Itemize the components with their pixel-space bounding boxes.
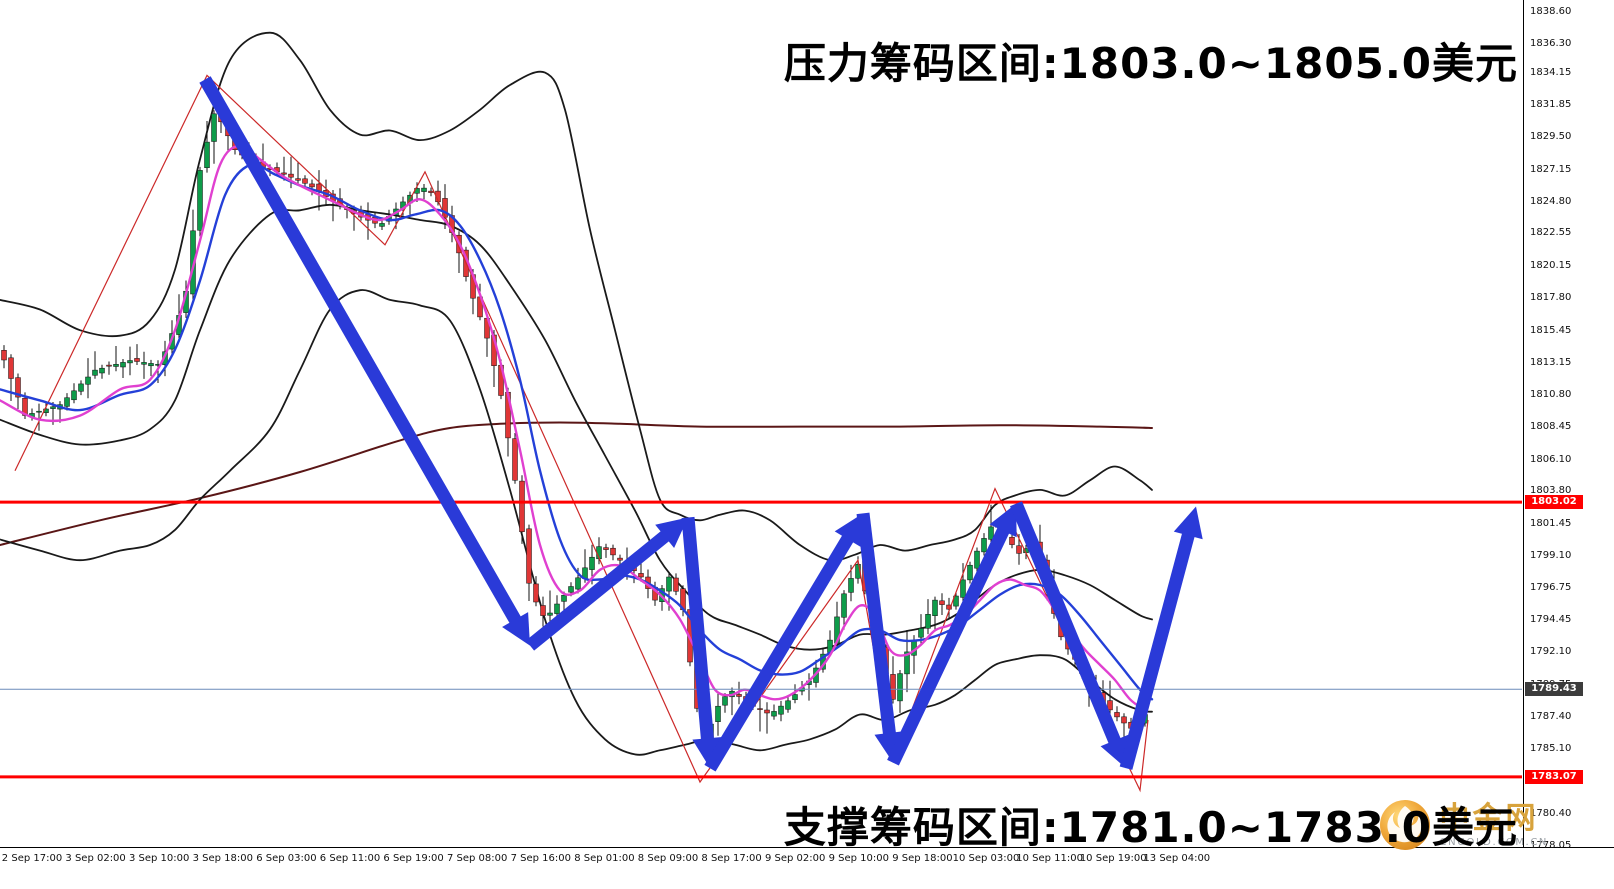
price-axis-label: 1808.45 <box>1530 421 1572 432</box>
price-axis-label: 1792.10 <box>1530 646 1572 657</box>
price-axis-label: 1778.05 <box>1530 840 1572 851</box>
watermark: 中金网 CNGOLD.COM.CN <box>1379 799 1548 851</box>
time-axis-label: 3 Sep 02:00 <box>65 853 126 864</box>
resistance-annotation: 压力筹码区间:1803.0~1805.0美元 <box>783 39 1518 88</box>
price-axis-label: 1836.30 <box>1530 38 1572 49</box>
support-annotation: 支撑筹码区间:1781.0~1783.0美元 <box>783 803 1518 852</box>
price-axis-label: 1838.60 <box>1530 6 1572 17</box>
price-axis-label: 1794.45 <box>1530 614 1572 625</box>
watermark-domain: CNGOLD.COM.CN <box>1439 836 1548 848</box>
price-chart-canvas[interactable] <box>0 0 1522 847</box>
time-axis-label: 10 Sep 03:00 <box>952 853 1020 864</box>
price-axis-label: 1787.40 <box>1530 711 1572 722</box>
time-axis-label: 7 Sep 08:00 <box>446 853 508 864</box>
time-axis-label: 9 Sep 10:00 <box>828 853 889 864</box>
time-axis-label: 8 Sep 17:00 <box>701 853 762 864</box>
price-axis-label: 1785.10 <box>1530 743 1572 754</box>
ma-magenta-line <box>0 144 1147 712</box>
bollinger-upper-band <box>0 31 1153 562</box>
current-price-badge: 1789.43 <box>1525 682 1583 696</box>
time-axis-label: 8 Sep 01:00 <box>574 853 635 864</box>
price-axis-label: 1827.15 <box>1530 164 1572 175</box>
price-axis-label: 1824.80 <box>1530 196 1572 207</box>
price-axis-label: 1831.85 <box>1530 99 1572 110</box>
candles <box>1 110 1148 764</box>
price-axis-label: 1803.80 <box>1530 485 1572 496</box>
price-axis-label: 1806.10 <box>1530 454 1572 465</box>
price-axis[interactable]: 1838.60 1836.30 1834.15 1831.85 1829.50 1827.… <box>1523 0 1614 851</box>
time-axis-label: 6 Sep 11:00 <box>319 853 381 864</box>
time-axis-label: 8 Sep 09:00 <box>637 853 699 864</box>
time-axis-label: 9 Sep 02:00 <box>764 853 826 864</box>
ma-blue-line <box>0 162 1154 701</box>
time-axis-label: 10 Sep 19:00 <box>1079 853 1147 864</box>
time-axis-label: 3 Sep 18:00 <box>192 853 253 864</box>
price-axis-label: 1817.80 <box>1530 292 1572 303</box>
time-axis-label: 3 Sep 10:00 <box>128 853 190 864</box>
price-axis-label: 1813.15 <box>1530 357 1572 368</box>
cngold-logo-icon <box>1379 800 1430 850</box>
watermark-name: 中金网 <box>1439 800 1539 836</box>
ma-slow-line <box>0 421 1153 546</box>
time-axis-label: 13 Sep 04:00 <box>1143 853 1211 864</box>
price-axis-label: 1796.75 <box>1530 582 1572 593</box>
time-axis[interactable]: 2 Sep 17:00 3 Sep 02:00 3 Sep 10:00 3 Sep 1… <box>0 847 1614 889</box>
price-axis-label: 1799.10 <box>1530 550 1572 561</box>
bollinger-lower-band <box>0 289 1153 756</box>
support-price-badge: 1783.07 <box>1525 770 1583 784</box>
time-axis-label: 9 Sep 18:00 <box>892 853 953 864</box>
time-axis-label: 10 Sep 11:00 <box>1016 853 1083 864</box>
price-axis-label: 1822.55 <box>1530 227 1572 238</box>
price-axis-label: 1820.15 <box>1530 260 1572 271</box>
price-axis-label: 1829.50 <box>1530 131 1572 142</box>
time-axis-label: 6 Sep 03:00 <box>256 853 317 864</box>
price-axis-label: 1780.40 <box>1530 808 1572 819</box>
zigzag-line <box>14 74 1149 793</box>
time-axis-label: 7 Sep 16:00 <box>510 853 571 864</box>
resistance-price-badge: 1803.02 <box>1525 495 1583 509</box>
time-axis-label: 2 Sep 17:00 <box>1 853 63 864</box>
price-axis-label: 1810.80 <box>1530 389 1572 400</box>
price-axis-label: 1815.45 <box>1530 325 1572 336</box>
price-axis-label: 1801.45 <box>1530 518 1572 529</box>
time-axis-label: 6 Sep 19:00 <box>383 853 444 864</box>
price-axis-label: 1834.15 <box>1530 67 1572 78</box>
trend-arrows <box>199 76 1203 772</box>
